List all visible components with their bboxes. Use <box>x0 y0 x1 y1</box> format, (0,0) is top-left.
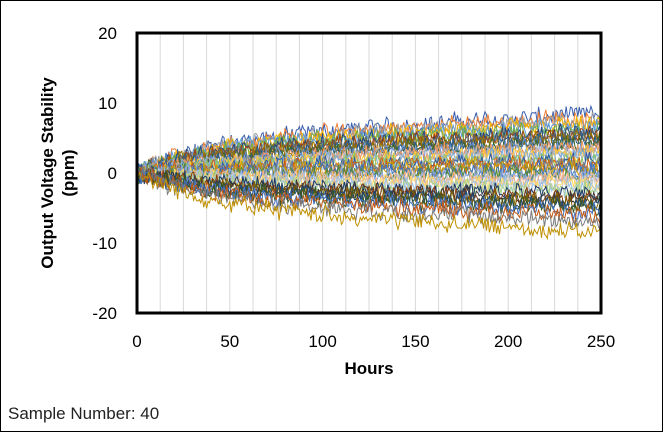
y-tick-label: 10 <box>98 94 117 113</box>
series-line <box>137 111 601 181</box>
series-line <box>137 164 601 217</box>
y-tick-label: 20 <box>98 24 117 43</box>
x-tick-label: 0 <box>132 332 141 351</box>
y-tick-label: -20 <box>92 304 117 323</box>
x-tick-label: 250 <box>587 332 615 351</box>
x-tick-label: 100 <box>308 332 336 351</box>
x-tick-label: 200 <box>494 332 522 351</box>
y-axis-label-line2: (ppm) <box>59 149 78 196</box>
plot-border <box>135 31 603 315</box>
y-tick-label: -10 <box>92 234 117 253</box>
series-line <box>137 171 601 241</box>
sample-number-note: Sample Number: 40 <box>8 404 160 423</box>
y-tick-label: 0 <box>108 164 117 183</box>
series-line <box>137 104 601 175</box>
series-line <box>137 163 601 231</box>
series-lines <box>137 104 601 241</box>
x-tick-label: 150 <box>401 332 429 351</box>
x-axis-label: Hours <box>344 359 393 378</box>
series-line <box>137 167 601 224</box>
y-tick-labels: -20 -10 0 10 20 <box>92 24 117 323</box>
x-tick-label: 50 <box>220 332 239 351</box>
x-tick-labels: 0 50 100 150 200 250 <box>132 332 615 351</box>
y-axis-label-line1: Output Voltage Stability <box>38 77 57 269</box>
